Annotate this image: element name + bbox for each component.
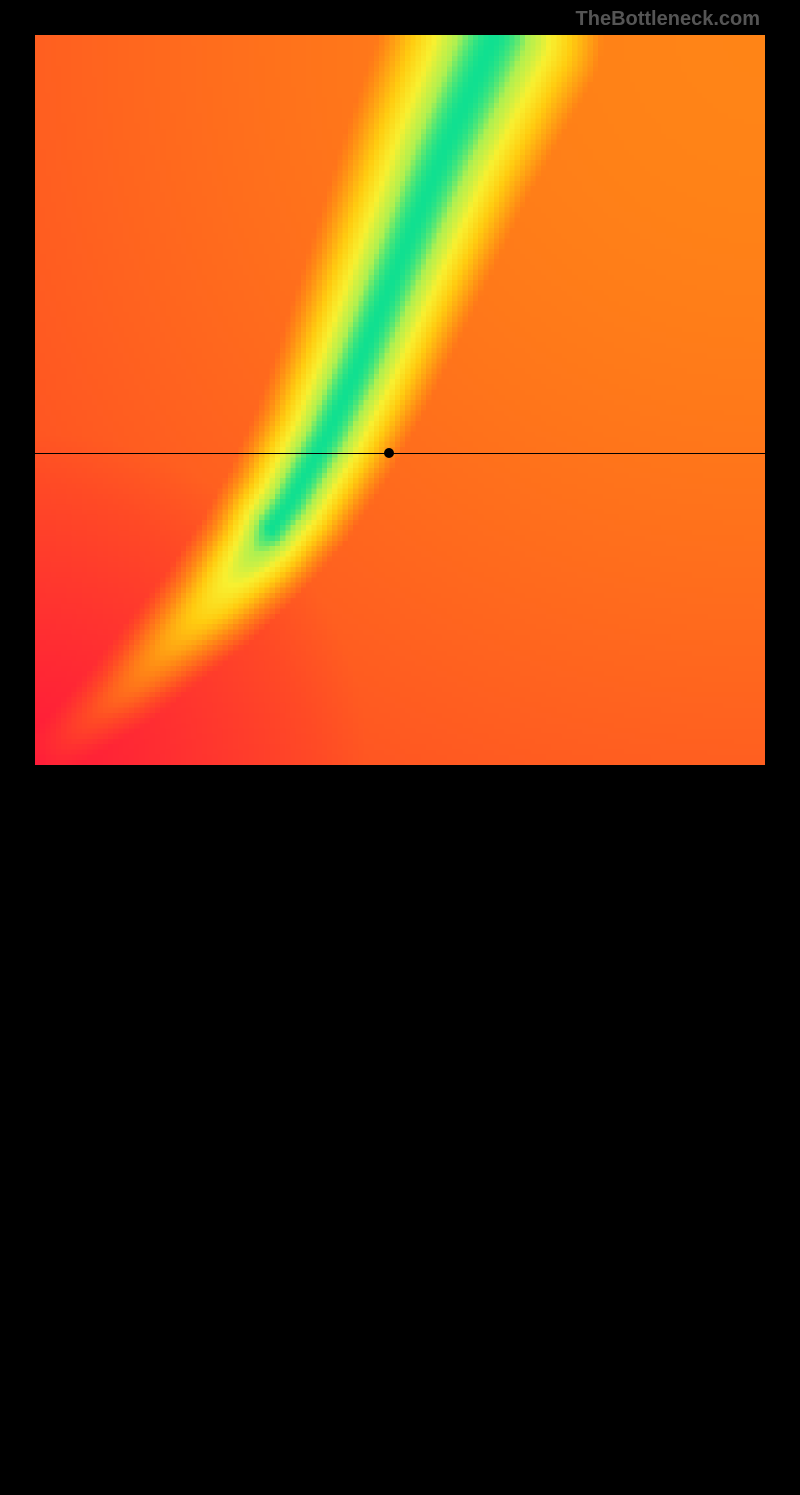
crosshair-vertical (389, 765, 390, 1495)
heatmap-canvas (35, 35, 765, 765)
crosshair-marker-dot (384, 448, 394, 458)
chart-outer-frame: TheBottleneck.com (0, 0, 800, 800)
watermark-text: TheBottleneck.com (576, 8, 760, 31)
crosshair-horizontal (35, 453, 765, 454)
heatmap-plot-area (35, 35, 765, 765)
